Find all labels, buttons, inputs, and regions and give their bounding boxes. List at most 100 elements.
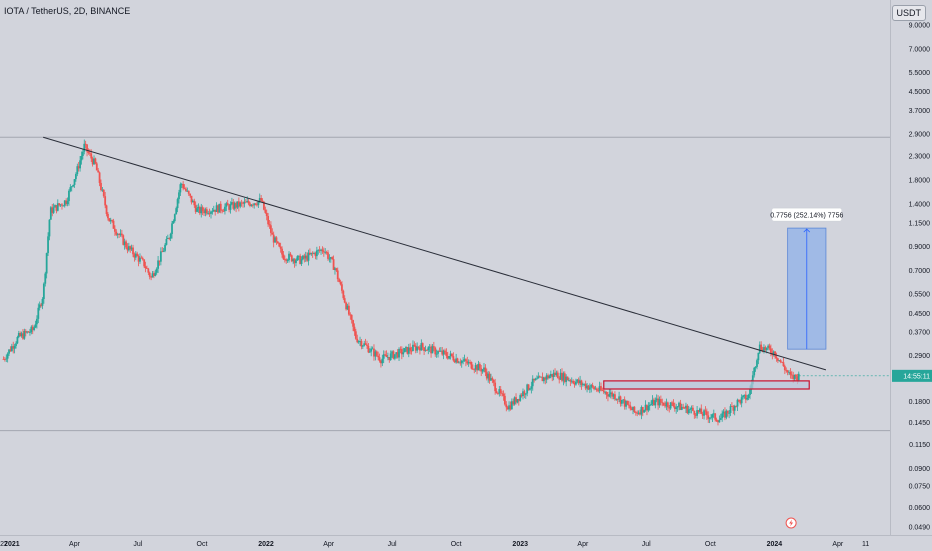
candle[interactable] <box>746 394 749 401</box>
candle[interactable] <box>768 343 771 351</box>
candle[interactable] <box>466 356 469 366</box>
candle[interactable] <box>350 314 353 324</box>
candle[interactable] <box>487 371 490 383</box>
candle[interactable] <box>467 359 470 367</box>
candle[interactable] <box>303 253 306 263</box>
candle[interactable] <box>506 405 509 410</box>
candle[interactable] <box>678 401 680 411</box>
candle[interactable] <box>432 341 435 352</box>
candle[interactable] <box>744 391 747 404</box>
candle[interactable] <box>307 249 310 266</box>
candle[interactable] <box>779 359 782 364</box>
candle[interactable] <box>382 350 385 364</box>
candle[interactable] <box>701 411 704 420</box>
candle[interactable] <box>189 193 192 198</box>
candle[interactable] <box>299 253 302 265</box>
candle[interactable] <box>198 205 201 216</box>
candle[interactable] <box>463 354 466 362</box>
candle[interactable] <box>474 362 477 372</box>
candle[interactable] <box>548 374 551 379</box>
candle[interactable] <box>480 365 483 377</box>
candle[interactable] <box>515 393 517 405</box>
candle[interactable] <box>65 198 68 207</box>
candle[interactable] <box>203 207 205 216</box>
candle[interactable] <box>675 403 678 414</box>
candle[interactable] <box>427 346 430 355</box>
candle[interactable] <box>597 387 600 393</box>
candle[interactable] <box>116 232 119 239</box>
candle[interactable] <box>763 344 765 354</box>
candle[interactable] <box>381 354 384 367</box>
candle[interactable] <box>391 350 393 358</box>
candle[interactable] <box>52 203 55 214</box>
candle[interactable] <box>329 256 332 263</box>
candle[interactable] <box>363 340 366 347</box>
candle[interactable] <box>182 181 185 191</box>
candle[interactable] <box>646 404 648 416</box>
candle[interactable] <box>398 347 400 362</box>
candle[interactable] <box>212 205 215 212</box>
candle[interactable] <box>743 394 746 399</box>
candle[interactable] <box>724 407 726 421</box>
candle[interactable] <box>2 356 5 360</box>
candle[interactable] <box>666 401 669 412</box>
candle[interactable] <box>464 358 467 367</box>
candle[interactable] <box>194 201 197 214</box>
candle[interactable] <box>125 239 127 250</box>
candle[interactable] <box>570 377 573 384</box>
candle[interactable] <box>185 186 187 192</box>
candle[interactable] <box>180 182 183 189</box>
candle[interactable] <box>405 345 407 352</box>
candle[interactable] <box>590 384 593 393</box>
candle[interactable] <box>772 350 775 357</box>
candle[interactable] <box>442 349 445 360</box>
candle[interactable] <box>399 346 402 354</box>
candle[interactable] <box>162 247 165 253</box>
candle[interactable] <box>300 256 303 267</box>
candle[interactable] <box>285 258 288 264</box>
candle[interactable] <box>40 303 42 308</box>
candle[interactable] <box>576 378 579 384</box>
candle[interactable] <box>575 378 577 386</box>
candle[interactable] <box>251 203 254 208</box>
candle[interactable] <box>568 377 570 382</box>
candle[interactable] <box>406 346 409 355</box>
candle[interactable] <box>38 301 41 311</box>
candle[interactable] <box>172 219 175 224</box>
candle[interactable] <box>414 343 417 354</box>
candle[interactable] <box>609 388 612 399</box>
candle[interactable] <box>275 236 278 245</box>
candle[interactable] <box>470 361 473 370</box>
candle[interactable] <box>120 229 123 238</box>
candle[interactable] <box>80 151 83 165</box>
candle[interactable] <box>257 200 260 208</box>
candle[interactable] <box>83 139 86 155</box>
candle[interactable] <box>102 189 105 198</box>
candle[interactable] <box>419 344 421 355</box>
candle[interactable] <box>360 338 363 350</box>
candle[interactable] <box>115 229 118 237</box>
candle[interactable] <box>476 364 478 375</box>
candle[interactable] <box>352 319 354 332</box>
candle[interactable] <box>719 413 722 420</box>
candle[interactable] <box>651 395 654 407</box>
candle[interactable] <box>643 409 646 413</box>
candle[interactable] <box>236 201 239 210</box>
candle[interactable] <box>484 364 487 377</box>
candle[interactable] <box>446 351 449 360</box>
candle[interactable] <box>81 149 84 160</box>
candle[interactable] <box>44 271 47 287</box>
candle[interactable] <box>147 267 150 276</box>
candle[interactable] <box>671 400 673 406</box>
candle[interactable] <box>240 199 243 207</box>
candle[interactable] <box>644 400 647 412</box>
candle[interactable] <box>69 184 72 193</box>
candle[interactable] <box>611 390 614 400</box>
candle[interactable] <box>537 372 540 379</box>
candle[interactable] <box>395 352 398 359</box>
candle[interactable] <box>516 398 519 404</box>
candle[interactable] <box>126 243 129 254</box>
price-axis[interactable]: 9.0000 7.0000 5.5000 4.5000 3.7000 2.9000 2.30… <box>890 0 932 535</box>
candle[interactable] <box>501 390 504 397</box>
candle[interactable] <box>49 206 52 220</box>
